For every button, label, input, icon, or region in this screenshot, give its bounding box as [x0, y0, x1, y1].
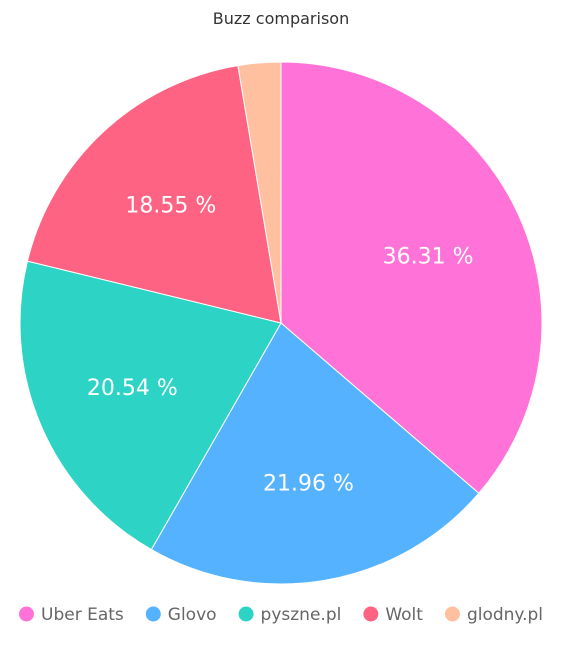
pie-slice-pyszne-pl[interactable] — [19, 260, 282, 551]
legend-swatch — [444, 606, 460, 622]
legend-item-uber-eats[interactable]: Uber Eats — [19, 605, 124, 625]
legend-label: Glovo — [168, 605, 217, 625]
pie-labels: 36.31 % 21.96 % 20.54 % 18.55 % — [87, 193, 474, 496]
slice-label: 18.55 % — [125, 193, 216, 218]
legend-item-wolt[interactable]: Wolt — [363, 605, 423, 625]
legend: Uber Eats Glovo pyszne.pl Wolt glodny.pl — [19, 605, 543, 625]
pie-slice-uber-eats[interactable] — [280, 61, 543, 494]
legend-label: pyszne.pl — [261, 605, 342, 625]
legend-item-pyszne-pl[interactable]: pyszne.pl — [238, 605, 342, 625]
pie-slice-wolt[interactable] — [26, 65, 282, 324]
slice-label: 36.31 % — [383, 245, 474, 270]
legend-label: Uber Eats — [41, 605, 124, 625]
pie-slice-glovo[interactable] — [150, 322, 480, 585]
slice-label: 20.54 % — [87, 376, 178, 401]
chart-title: Buzz comparison — [213, 9, 349, 28]
legend-item-glovo[interactable]: Glovo — [145, 605, 217, 625]
legend-label: Wolt — [385, 605, 423, 625]
pie-slices — [19, 61, 543, 585]
legend-swatch — [238, 606, 254, 622]
legend-swatch — [19, 606, 34, 622]
legend-swatch — [363, 606, 379, 622]
pie-slice-glodny-pl[interactable] — [237, 61, 282, 324]
slice-label: 21.96 % — [263, 471, 354, 496]
legend-label: glodny.pl — [467, 605, 543, 625]
legend-item-glodny-pl[interactable]: glodny.pl — [444, 605, 543, 625]
legend-swatch — [145, 606, 161, 622]
